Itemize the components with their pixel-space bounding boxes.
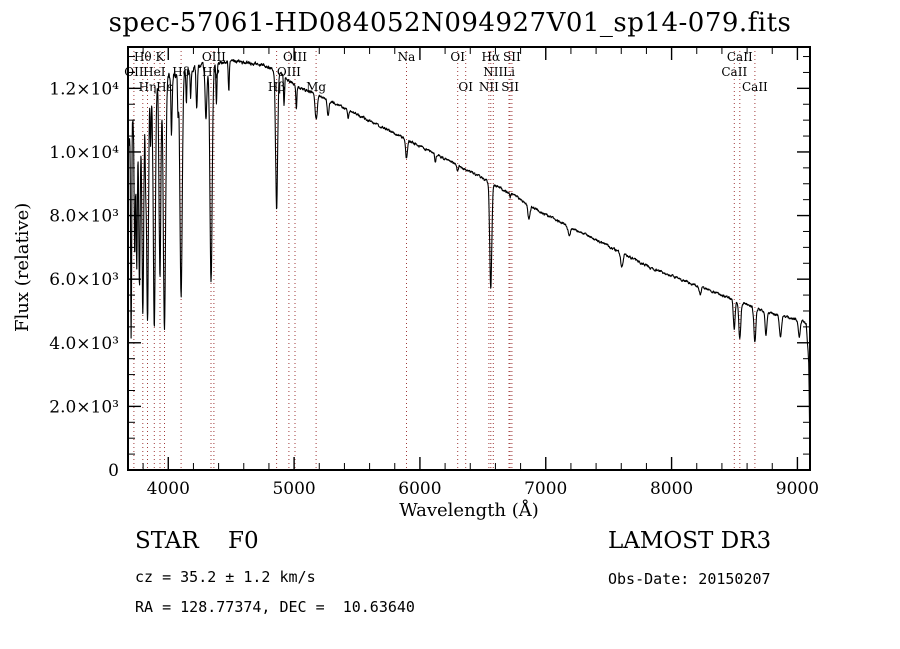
cz-velocity-text: cz = 35.2 ± 1.2 km/s <box>135 568 316 586</box>
spectral-line-label: NII <box>479 80 499 94</box>
y-axis-label: Flux (relative) <box>12 202 33 332</box>
spectral-line-label: Na <box>398 50 416 64</box>
spectral-line-label: K <box>156 50 166 64</box>
spectral-line-label: SII <box>501 80 519 94</box>
spectral-line-label: Hθ <box>134 50 152 64</box>
spectrum-trace <box>128 59 811 462</box>
x-tick-label: 4000 <box>147 479 190 499</box>
spectral-line-label: HeI <box>143 65 166 79</box>
spectral-line-label: NII <box>483 65 503 79</box>
x-tick-label: 5000 <box>272 479 315 499</box>
survey-text: LAMOST DR3 <box>608 528 772 554</box>
obs-date-text: Obs-Date: 20150207 <box>608 570 771 588</box>
y-tick-label: 1.0×10⁴ <box>49 143 119 163</box>
spectral-line-label: CaII <box>721 65 747 79</box>
x-tick-label: 7000 <box>524 479 567 499</box>
y-tick-label: 6.0×10³ <box>49 270 119 290</box>
spectral-line-label: OII <box>124 65 144 79</box>
spectral-line-label: OIII <box>277 65 301 79</box>
object-class-text: STAR F0 <box>135 528 259 554</box>
spectral-line-label: Hα <box>482 50 501 64</box>
spectral-line-label: Li <box>503 65 515 79</box>
x-tick-label: 9000 <box>776 479 819 499</box>
spectral-line-label: OIII <box>202 50 226 64</box>
y-tick-label: 4.0×10³ <box>49 334 119 354</box>
y-tick-label: 0 <box>108 461 119 481</box>
spectral-line-label: OIII <box>283 50 307 64</box>
y-tick-label: 1.2×10⁴ <box>49 79 119 99</box>
x-tick-label: 6000 <box>398 479 441 499</box>
y-tick-label: 2.0×10³ <box>49 397 119 417</box>
spectral-line-label: OI <box>458 80 473 94</box>
spectral-line-label: Hη <box>139 80 157 94</box>
spectral-line-label: CaII <box>727 50 753 64</box>
spectral-line-label: Hγ <box>202 65 220 79</box>
x-axis-label: Wavelength (Å) <box>399 500 539 521</box>
x-tick-label: 8000 <box>650 479 693 499</box>
spectral-line-label: Hε <box>156 80 173 94</box>
y-tick-label: 8.0×10³ <box>49 207 119 227</box>
plot-frame <box>127 46 811 471</box>
chart-title: spec-57061-HD084052N094927V01_sp14-079.f… <box>108 8 792 38</box>
spectral-line-label: Mg <box>306 80 326 94</box>
ra-dec-text: RA = 128.77374, DEC = 10.63640 <box>135 598 415 616</box>
spectral-line-label: OI <box>450 50 465 64</box>
spectral-line-label: Hδ <box>172 65 190 79</box>
spectral-line-label: CaII <box>742 80 768 94</box>
spectral-line-label: Hβ <box>268 80 285 94</box>
spectral-line-label: SII <box>503 50 521 64</box>
